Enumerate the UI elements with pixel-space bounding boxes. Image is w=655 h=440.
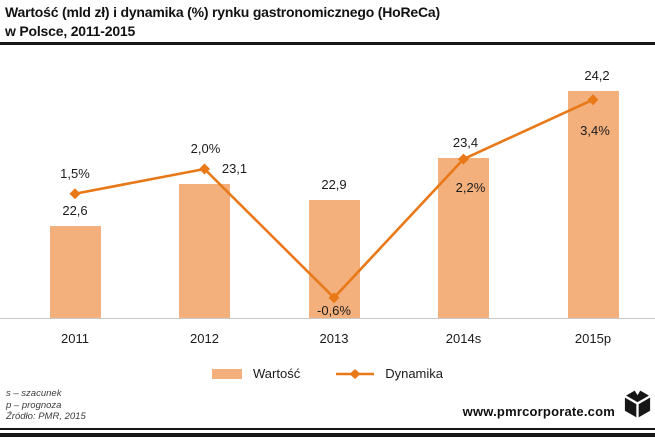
bar-2012 xyxy=(179,184,230,318)
chart-title-line2: w Polsce, 2011-2015 xyxy=(5,23,136,39)
website-url: www.pmrcorporate.com xyxy=(462,404,615,419)
value-label-2013: 22,9 xyxy=(321,177,347,192)
pct-label-2013: -0,6% xyxy=(317,302,351,318)
bar-2013 xyxy=(308,200,360,318)
chart-title-line1: Wartość (mld zł) i dynamika (%) rynku ga… xyxy=(5,4,440,20)
bottom-rule-thin xyxy=(0,428,655,430)
bottom-rule-thick xyxy=(0,433,655,437)
category-label-2012: 2012 xyxy=(190,331,219,346)
title-divider xyxy=(0,42,655,45)
footnote-source: Źródło: PMR, 2015 xyxy=(6,411,86,422)
pct-label-2012: 2,0% xyxy=(190,141,221,156)
legend-bar-swatch xyxy=(212,368,242,379)
dynamics-marker-2012 xyxy=(199,163,210,175)
plot-area: 2011 2012 2013 2014s 2015p 22,6 1,5% 23,1 2,0% 22… xyxy=(0,50,655,346)
chart-title: Wartość (mld zł) i dynamika (%) rynku ga… xyxy=(5,3,440,41)
legend-bar-label: Wartość xyxy=(253,366,301,381)
legend: Wartość Dynamika xyxy=(0,366,655,381)
x-axis-line xyxy=(0,318,655,319)
pct-label-2014s: 2,2% xyxy=(455,180,486,196)
value-label-2012: 23,1 xyxy=(221,161,248,176)
category-label-2014s: 2014s xyxy=(445,331,482,346)
footnotes: s – szacunek p – prognoza Źródło: PMR, 2… xyxy=(6,388,86,423)
category-label-2015p: 2015p xyxy=(574,331,612,346)
dynamics-marker-2011 xyxy=(69,188,81,200)
bar-2011 xyxy=(49,226,101,318)
category-label-2013: 2013 xyxy=(319,331,349,346)
value-label-2014s: 23,4 xyxy=(452,135,479,150)
value-label-2015p: 24,2 xyxy=(584,68,610,83)
value-label-2011: 22,6 xyxy=(62,203,88,218)
category-label-2011: 2011 xyxy=(61,331,89,346)
footnote-p: p – prognoza xyxy=(6,399,62,411)
footnote-s: s – szacunek xyxy=(6,388,62,399)
pct-label-2011: 1,5% xyxy=(60,165,90,181)
pmr-cube-logo xyxy=(624,388,651,419)
legend-line-label: Dynamika xyxy=(385,366,443,381)
pct-label-2015p: 3,4% xyxy=(580,122,610,138)
legend-line-swatch xyxy=(336,368,375,379)
